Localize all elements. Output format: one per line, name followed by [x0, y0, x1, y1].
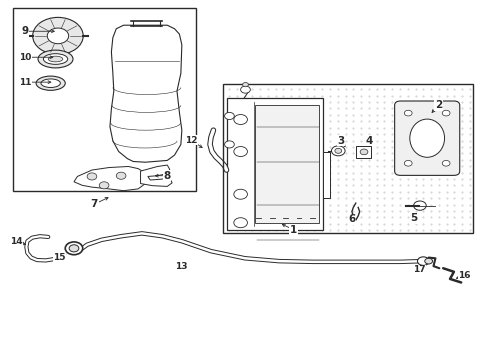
Ellipse shape — [48, 56, 63, 62]
Polygon shape — [110, 25, 182, 162]
Circle shape — [87, 173, 97, 180]
Circle shape — [243, 82, 248, 87]
Text: 10: 10 — [19, 53, 31, 62]
Circle shape — [33, 17, 83, 54]
Circle shape — [335, 148, 342, 153]
Bar — [227, 98, 323, 230]
Circle shape — [414, 201, 426, 210]
Polygon shape — [74, 166, 146, 191]
Circle shape — [99, 182, 109, 189]
Circle shape — [234, 218, 247, 228]
Text: 12: 12 — [185, 136, 198, 145]
Bar — [223, 84, 473, 233]
Circle shape — [47, 28, 69, 44]
Circle shape — [224, 112, 234, 120]
Circle shape — [241, 86, 250, 93]
Polygon shape — [141, 165, 172, 186]
Text: 9: 9 — [22, 26, 29, 36]
Text: 5: 5 — [411, 213, 417, 224]
Circle shape — [425, 258, 433, 264]
Ellipse shape — [41, 79, 60, 87]
Text: 1: 1 — [290, 225, 297, 235]
Text: 2: 2 — [435, 100, 442, 110]
Ellipse shape — [36, 76, 65, 90]
Circle shape — [69, 245, 79, 252]
Circle shape — [224, 141, 234, 148]
Text: 3: 3 — [338, 136, 345, 146]
Ellipse shape — [410, 119, 444, 157]
Text: 8: 8 — [164, 171, 171, 181]
Text: 15: 15 — [53, 253, 66, 262]
Bar — [13, 9, 196, 191]
Text: 6: 6 — [348, 214, 356, 224]
Circle shape — [65, 242, 83, 255]
Circle shape — [331, 146, 345, 156]
Circle shape — [442, 161, 450, 166]
Circle shape — [234, 189, 247, 199]
Circle shape — [234, 114, 247, 125]
Circle shape — [442, 110, 450, 116]
Circle shape — [116, 172, 126, 179]
Text: 11: 11 — [19, 78, 32, 87]
Text: 17: 17 — [413, 265, 425, 274]
FancyBboxPatch shape — [394, 101, 460, 175]
Text: 14: 14 — [10, 237, 23, 246]
Text: 4: 4 — [365, 136, 372, 146]
Text: 16: 16 — [458, 271, 471, 280]
Bar — [255, 105, 319, 223]
Ellipse shape — [38, 50, 73, 68]
Ellipse shape — [44, 54, 68, 64]
Circle shape — [404, 161, 412, 166]
Bar — [356, 146, 371, 158]
Text: 7: 7 — [91, 199, 98, 209]
Polygon shape — [323, 152, 330, 198]
Circle shape — [360, 149, 368, 155]
Text: 13: 13 — [174, 262, 187, 271]
Circle shape — [417, 257, 429, 265]
Circle shape — [404, 110, 412, 116]
Circle shape — [234, 147, 247, 157]
